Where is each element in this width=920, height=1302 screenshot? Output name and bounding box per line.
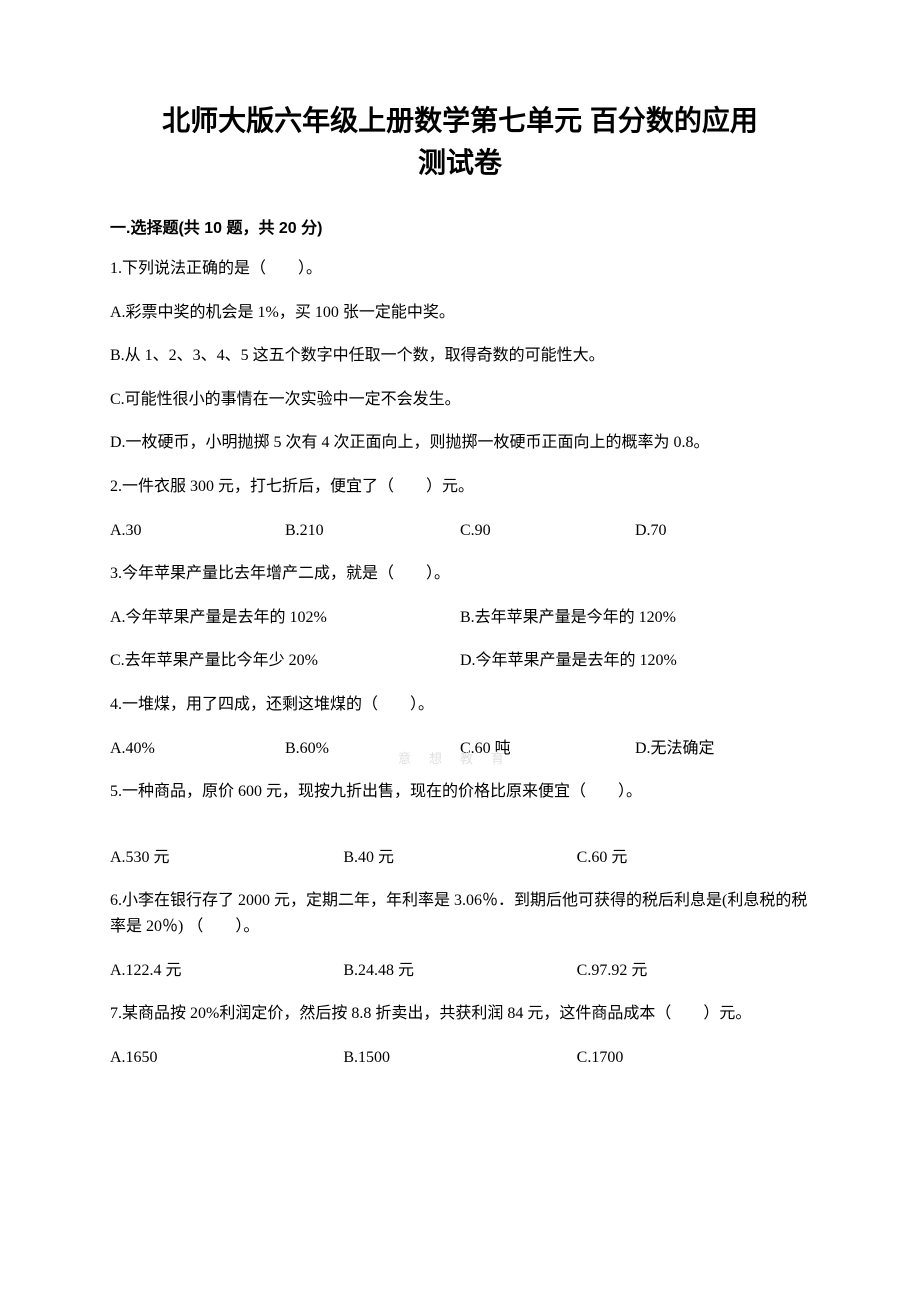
q3-option-b: B.去年苹果产量是今年的 120% [460, 605, 676, 631]
question-7: 7.某商品按 20%利润定价，然后按 8.8 折卖出，共获利润 84 元，这件商… [110, 1001, 810, 1070]
q4-option-b: B.60% [285, 736, 460, 762]
q4-option-c: C.60 吨 [460, 736, 635, 762]
question-1: 1.下列说法正确的是（ ）。 A.彩票中奖的机会是 1%，买 100 张一定能中… [110, 256, 810, 456]
q1-option-c: C.可能性很小的事情在一次实验中一定不会发生。 [110, 387, 810, 413]
q7-option-c: C.1700 [577, 1045, 810, 1071]
exam-page: 北师大版六年级上册数学第七单元 百分数的应用 测试卷 一.选择题(共 10 题，… [0, 0, 920, 1302]
q6-options: A.122.4 元 B.24.48 元 C.97.92 元 [110, 958, 810, 984]
q6-option-c: C.97.92 元 [577, 958, 810, 984]
q2-stem: 2.一件衣服 300 元，打七折后，便宜了（ ）元。 [110, 474, 810, 500]
q6-option-b: B.24.48 元 [343, 958, 576, 984]
q4-option-d: D.无法确定 [635, 736, 810, 762]
q5-option-b: B.40 元 [343, 845, 576, 871]
q1-option-b: B.从 1、2、3、4、5 这五个数字中任取一个数，取得奇数的可能性大。 [110, 343, 810, 369]
section-1-header: 一.选择题(共 10 题，共 20 分) [110, 214, 810, 238]
question-4: 4.一堆煤，用了四成，还剩这堆煤的（ ）。 A.40% B.60% C.60 吨… [110, 692, 810, 761]
q7-stem: 7.某商品按 20%利润定价，然后按 8.8 折卖出，共获利润 84 元，这件商… [110, 1001, 810, 1027]
q3-stem: 3.今年苹果产量比去年增产二成，就是（ ）。 [110, 561, 810, 587]
q5-option-a: A.530 元 [110, 845, 343, 871]
q4-option-a: A.40% [110, 736, 285, 762]
q5-option-c: C.60 元 [577, 845, 810, 871]
q6-stem: 6.小李在银行存了 2000 元，定期二年，年利率是 3.06％．到期后他可获得… [110, 888, 810, 939]
q1-option-a: A.彩票中奖的机会是 1%，买 100 张一定能中奖。 [110, 300, 810, 326]
title-line-2: 测试卷 [110, 142, 810, 184]
q2-option-b: B.210 [285, 518, 460, 544]
question-6: 6.小李在银行存了 2000 元，定期二年，年利率是 3.06％．到期后他可获得… [110, 888, 810, 983]
question-3: 3.今年苹果产量比去年增产二成，就是（ ）。 A.今年苹果产量是去年的 102%… [110, 561, 810, 674]
q2-options: A.30 B.210 C.90 D.70 [110, 518, 810, 544]
q3-option-d: D.今年苹果产量是去年的 120% [460, 648, 677, 674]
q7-option-b: B.1500 [343, 1045, 576, 1071]
q1-stem: 1.下列说法正确的是（ ）。 [110, 256, 810, 282]
q7-options: A.1650 B.1500 C.1700 [110, 1045, 810, 1071]
q5-stem: 5.一种商品，原价 600 元，现按九折出售，现在的价格比原来便宜（ ）。 [110, 779, 810, 805]
q2-option-a: A.30 [110, 518, 285, 544]
question-5: 5.一种商品，原价 600 元，现按九折出售，现在的价格比原来便宜（ ）。 A.… [110, 779, 810, 870]
q6-option-a: A.122.4 元 [110, 958, 343, 984]
title-line-1: 北师大版六年级上册数学第七单元 百分数的应用 [110, 100, 810, 142]
q4-stem: 4.一堆煤，用了四成，还剩这堆煤的（ ）。 [110, 692, 810, 718]
page-title: 北师大版六年级上册数学第七单元 百分数的应用 测试卷 [110, 100, 810, 184]
q3-options-row2: C.去年苹果产量比今年少 20% D.今年苹果产量是去年的 120% [110, 648, 810, 674]
q1-option-d: D.一枚硬币，小明抛掷 5 次有 4 次正面向上，则抛掷一枚硬币正面向上的概率为… [110, 430, 810, 456]
q2-option-d: D.70 [635, 518, 810, 544]
q2-option-c: C.90 [460, 518, 635, 544]
q4-options: A.40% B.60% C.60 吨 D.无法确定 [110, 736, 810, 762]
q5-options: A.530 元 B.40 元 C.60 元 [110, 845, 810, 871]
q7-option-a: A.1650 [110, 1045, 343, 1071]
question-2: 2.一件衣服 300 元，打七折后，便宜了（ ）元。 A.30 B.210 C.… [110, 474, 810, 543]
q3-options-row1: A.今年苹果产量是去年的 102% B.去年苹果产量是今年的 120% [110, 605, 810, 631]
q3-option-a: A.今年苹果产量是去年的 102% [110, 605, 460, 631]
q3-option-c: C.去年苹果产量比今年少 20% [110, 648, 460, 674]
